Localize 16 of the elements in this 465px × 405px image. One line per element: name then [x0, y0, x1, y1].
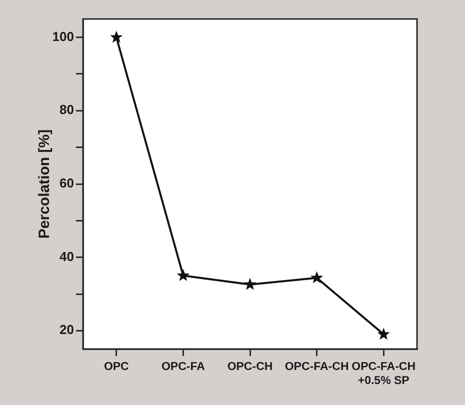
y-tick-label: 40 [60, 248, 74, 264]
y-axis-title: Percolation [%] [36, 129, 54, 239]
y-tick-label: 100 [52, 28, 74, 44]
point [244, 278, 256, 290]
y-tick-label: 60 [60, 176, 74, 191]
x-tick-label: OPC-FA-CH +0.5% SP [352, 361, 416, 387]
point [378, 328, 390, 340]
point [178, 270, 189, 281]
x-tick-label: OPC [104, 361, 129, 374]
x-tick-label: OPC-FA [161, 361, 205, 374]
x-tick-label: OPC-FA-CH [284, 361, 349, 374]
point [110, 31, 122, 42]
point [311, 272, 322, 283]
y-tick-label: 80 [60, 102, 74, 118]
y-tick-label: 20 [60, 322, 74, 338]
x-tick-label: OPC-CH [227, 361, 273, 374]
